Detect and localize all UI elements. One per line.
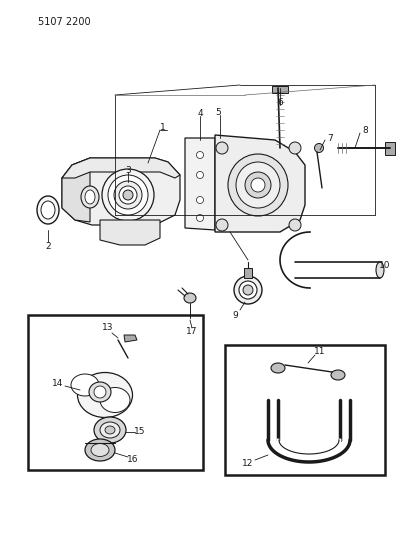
Text: 3: 3	[125, 166, 130, 174]
Ellipse shape	[243, 285, 252, 295]
Ellipse shape	[330, 370, 344, 380]
Ellipse shape	[94, 386, 106, 398]
Text: 14: 14	[52, 379, 63, 389]
Ellipse shape	[216, 219, 227, 231]
Text: 5: 5	[215, 108, 220, 117]
Polygon shape	[124, 335, 137, 342]
Ellipse shape	[114, 181, 142, 209]
Ellipse shape	[100, 422, 120, 438]
Ellipse shape	[236, 162, 279, 208]
Ellipse shape	[41, 201, 55, 219]
Ellipse shape	[196, 197, 203, 204]
Bar	[225, 345, 384, 475]
Ellipse shape	[100, 387, 130, 413]
Ellipse shape	[245, 172, 270, 198]
Ellipse shape	[71, 374, 99, 396]
Ellipse shape	[234, 276, 261, 304]
Text: 4: 4	[197, 109, 202, 117]
Text: 5107 2200: 5107 2200	[38, 17, 90, 27]
Text: 9: 9	[231, 311, 237, 319]
Ellipse shape	[196, 151, 203, 158]
Text: 6: 6	[276, 98, 282, 107]
Ellipse shape	[314, 143, 323, 152]
Polygon shape	[384, 142, 394, 155]
Polygon shape	[271, 86, 287, 93]
Polygon shape	[62, 158, 180, 225]
Text: 15: 15	[134, 427, 145, 437]
Ellipse shape	[196, 214, 203, 222]
Ellipse shape	[91, 443, 109, 456]
Ellipse shape	[196, 172, 203, 179]
Text: 13: 13	[102, 324, 113, 333]
Ellipse shape	[227, 154, 287, 216]
Text: 1: 1	[160, 123, 166, 132]
Text: 10: 10	[378, 261, 390, 270]
Ellipse shape	[375, 262, 383, 278]
Ellipse shape	[123, 190, 133, 200]
Ellipse shape	[37, 196, 59, 224]
Text: 2: 2	[45, 241, 51, 251]
Ellipse shape	[77, 373, 132, 417]
Polygon shape	[62, 158, 180, 178]
Text: 16: 16	[127, 456, 138, 464]
Ellipse shape	[238, 281, 256, 299]
Ellipse shape	[94, 417, 126, 443]
Polygon shape	[184, 138, 214, 230]
Text: 11: 11	[313, 348, 325, 357]
Ellipse shape	[108, 175, 148, 215]
Polygon shape	[243, 268, 252, 278]
Ellipse shape	[89, 382, 111, 402]
Ellipse shape	[250, 178, 264, 192]
Ellipse shape	[81, 186, 99, 208]
Text: 17: 17	[186, 327, 197, 336]
Polygon shape	[100, 220, 160, 245]
Text: 12: 12	[242, 459, 253, 469]
Text: 8: 8	[361, 125, 367, 134]
Ellipse shape	[119, 186, 137, 204]
Ellipse shape	[216, 142, 227, 154]
Ellipse shape	[288, 142, 300, 154]
Ellipse shape	[102, 169, 154, 221]
Text: 7: 7	[326, 133, 332, 142]
Ellipse shape	[288, 219, 300, 231]
Ellipse shape	[184, 293, 196, 303]
Bar	[28, 315, 202, 470]
Ellipse shape	[105, 426, 115, 434]
Polygon shape	[62, 158, 90, 222]
Polygon shape	[214, 135, 304, 232]
Ellipse shape	[85, 190, 95, 204]
Ellipse shape	[85, 439, 115, 461]
Ellipse shape	[270, 363, 284, 373]
